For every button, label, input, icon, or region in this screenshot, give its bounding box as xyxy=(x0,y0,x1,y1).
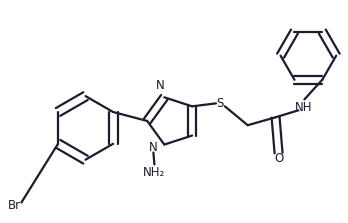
Text: O: O xyxy=(274,151,283,165)
Text: NH: NH xyxy=(295,101,312,114)
Text: N: N xyxy=(149,141,158,154)
Text: Br: Br xyxy=(8,199,21,212)
Text: N: N xyxy=(156,79,165,92)
Text: NH₂: NH₂ xyxy=(143,166,166,179)
Text: S: S xyxy=(216,97,224,110)
